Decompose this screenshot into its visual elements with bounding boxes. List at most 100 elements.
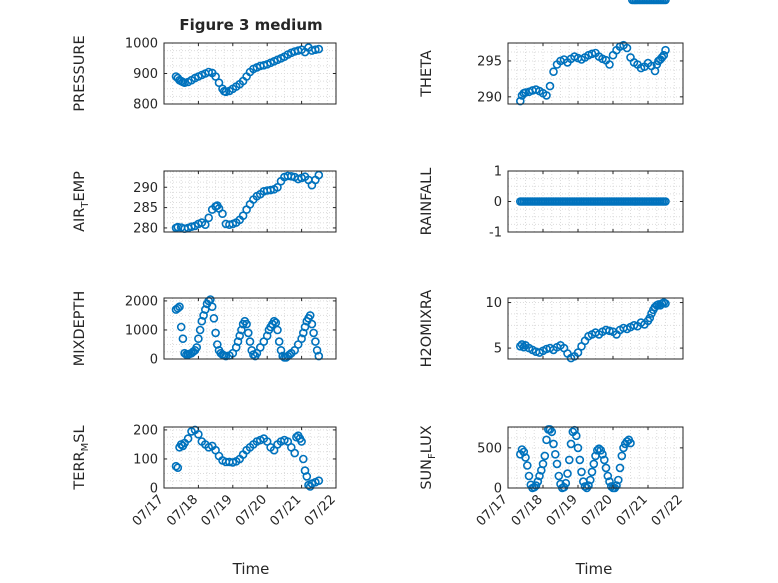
data-point (524, 471, 534, 481)
data-point (314, 170, 324, 180)
subplot-2: 290 295 THETA (419, 40, 684, 106)
x-tick-label: 07/20 (233, 492, 270, 529)
data-point (244, 328, 253, 338)
data-point (542, 91, 551, 100)
data-point (273, 325, 282, 335)
data-point (519, 342, 529, 352)
y-axis-label: PRESSURE (72, 35, 88, 111)
data-point (535, 471, 544, 481)
data-point (561, 478, 571, 488)
data-point (178, 334, 188, 344)
data-point (238, 211, 248, 220)
data-point (298, 454, 308, 464)
data-point (173, 463, 183, 473)
data-point (290, 448, 300, 458)
data-point (314, 44, 324, 54)
x-tick-label: 07/22 (649, 492, 686, 529)
y-tick-label: 10 (485, 296, 502, 311)
data-point (549, 439, 558, 449)
data-point (564, 455, 574, 465)
data-point (605, 326, 614, 336)
data-point (311, 45, 320, 55)
data-point (522, 461, 532, 470)
data-point (307, 319, 317, 329)
y-tick-label: 0 (150, 482, 158, 497)
y-axis-label: SUNFLUX (419, 425, 438, 489)
x-tick-label: 07/17 (130, 492, 167, 529)
data-point (613, 475, 623, 485)
axes-box (163, 297, 337, 360)
data-point (187, 222, 196, 231)
data-point (311, 337, 320, 346)
data-point (314, 476, 324, 486)
data-point (194, 334, 203, 344)
data-point (577, 467, 586, 477)
data-point (549, 67, 558, 76)
data-point (550, 449, 560, 459)
subplot-3: 280 285 290 AIRTEMP (72, 170, 337, 236)
data-point (194, 429, 203, 439)
data-point (173, 303, 183, 313)
data-point (211, 328, 220, 338)
y-tick-label: 100 (133, 452, 158, 467)
y-tick-label: 285 (133, 201, 158, 216)
data-point (285, 350, 294, 359)
data-point (214, 78, 224, 87)
data-point (598, 449, 607, 459)
data-point (575, 455, 585, 465)
data-point (626, 438, 635, 448)
data-point (273, 183, 282, 192)
data-point (552, 459, 562, 469)
data-point (617, 451, 627, 461)
axes-box (507, 297, 684, 360)
x-axis-label-right: Time (575, 560, 613, 578)
x-tick-label: 07/21 (267, 492, 304, 529)
data-point (596, 445, 606, 455)
x-tick-label: 07/19 (544, 492, 581, 529)
y-axis-label: THETA (419, 50, 435, 98)
y-tick-label: 500 (477, 441, 502, 456)
data-point (207, 302, 217, 312)
data-point (519, 447, 529, 457)
data-point (221, 87, 231, 97)
data-point (559, 482, 569, 492)
data-point (211, 72, 220, 81)
data-point (547, 427, 557, 437)
data-point (297, 437, 306, 446)
y-tick-label: 290 (477, 90, 502, 105)
data-point (603, 471, 613, 481)
data-point (585, 475, 595, 485)
x-tick-label: 07/22 (302, 492, 339, 529)
data-point (566, 439, 576, 449)
data-point (587, 49, 597, 59)
data-point (615, 463, 625, 473)
axes-box (507, 42, 684, 105)
data-point (601, 463, 611, 473)
y-tick-label: 0 (150, 353, 158, 368)
x-tick-label: 07/21 (614, 492, 651, 529)
data-point (269, 316, 279, 326)
y-tick-label: 800 (133, 98, 158, 113)
y-axis-label: H2OMIXRA (419, 290, 435, 368)
data-point (242, 319, 251, 329)
data-point (176, 322, 186, 332)
data-point (599, 455, 609, 465)
data-point (204, 213, 213, 223)
data-point (661, 45, 670, 55)
data-point (314, 351, 324, 361)
data-point (622, 43, 632, 53)
y-tick-label: 900 (133, 67, 158, 82)
data-point (192, 343, 201, 352)
data-point (584, 481, 593, 490)
y-axis-label: MIXDEPTH (72, 291, 88, 367)
data-point (657, 53, 667, 62)
data-point (302, 472, 312, 481)
subplot-1: 800 900 1000 PRESSURE (72, 35, 337, 113)
data-point (309, 328, 318, 338)
data-point (515, 341, 525, 351)
data-point (580, 482, 590, 491)
data-point (183, 434, 193, 443)
y-tick-label: 2000 (125, 294, 158, 309)
y-tick-label: 295 (477, 54, 502, 69)
